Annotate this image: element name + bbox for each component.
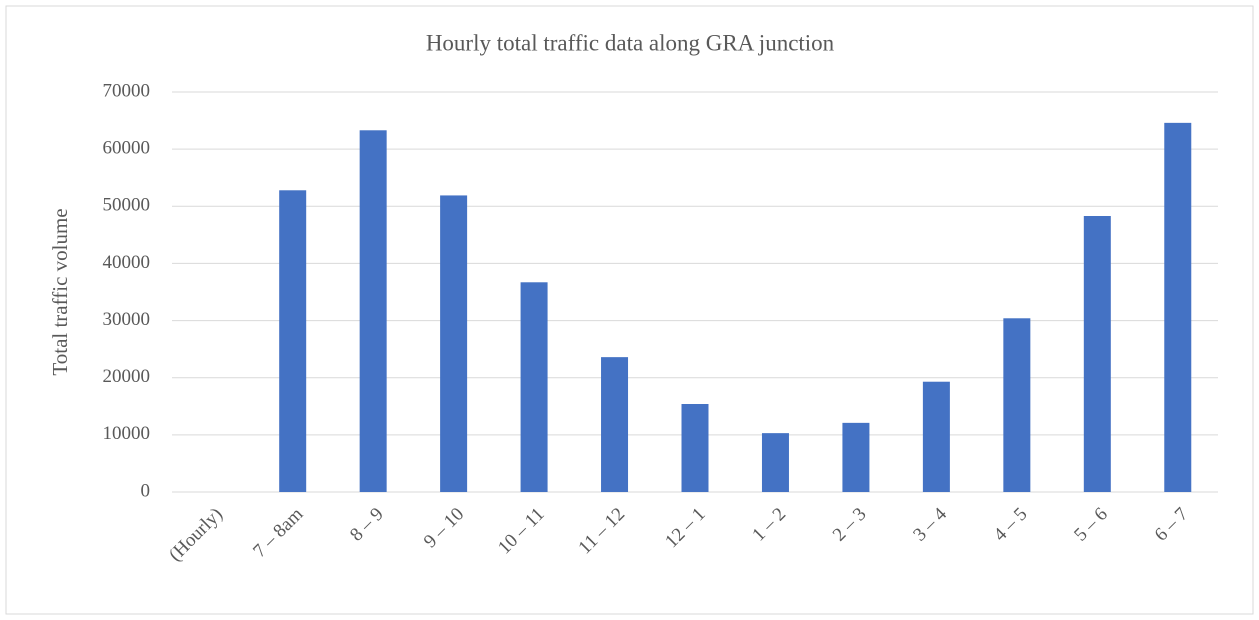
- chart-title: Hourly total traffic data along GRA junc…: [426, 30, 835, 55]
- y-tick-label: 20000: [103, 366, 151, 387]
- y-tick-label: 70000: [103, 80, 151, 101]
- y-tick-label: 40000: [103, 252, 151, 273]
- bar: [601, 357, 629, 492]
- bar: [279, 190, 307, 493]
- bar: [440, 195, 468, 492]
- y-tick-label: 10000: [103, 423, 151, 444]
- bar: [1164, 122, 1192, 492]
- y-tick-label: 30000: [103, 309, 151, 330]
- bar: [1003, 318, 1031, 492]
- y-tick-label: 50000: [103, 195, 151, 216]
- bar: [681, 404, 709, 492]
- y-tick-label: 60000: [103, 138, 151, 159]
- bar: [842, 422, 870, 492]
- y-tick-label: 0: [141, 480, 151, 501]
- bar: [922, 381, 950, 492]
- bar: [359, 130, 387, 493]
- bar: [520, 282, 548, 492]
- y-axis-label: Total traffic volume: [48, 208, 72, 375]
- bar: [761, 433, 789, 492]
- bar: [1083, 216, 1111, 492]
- chart-frame: [5, 5, 1254, 615]
